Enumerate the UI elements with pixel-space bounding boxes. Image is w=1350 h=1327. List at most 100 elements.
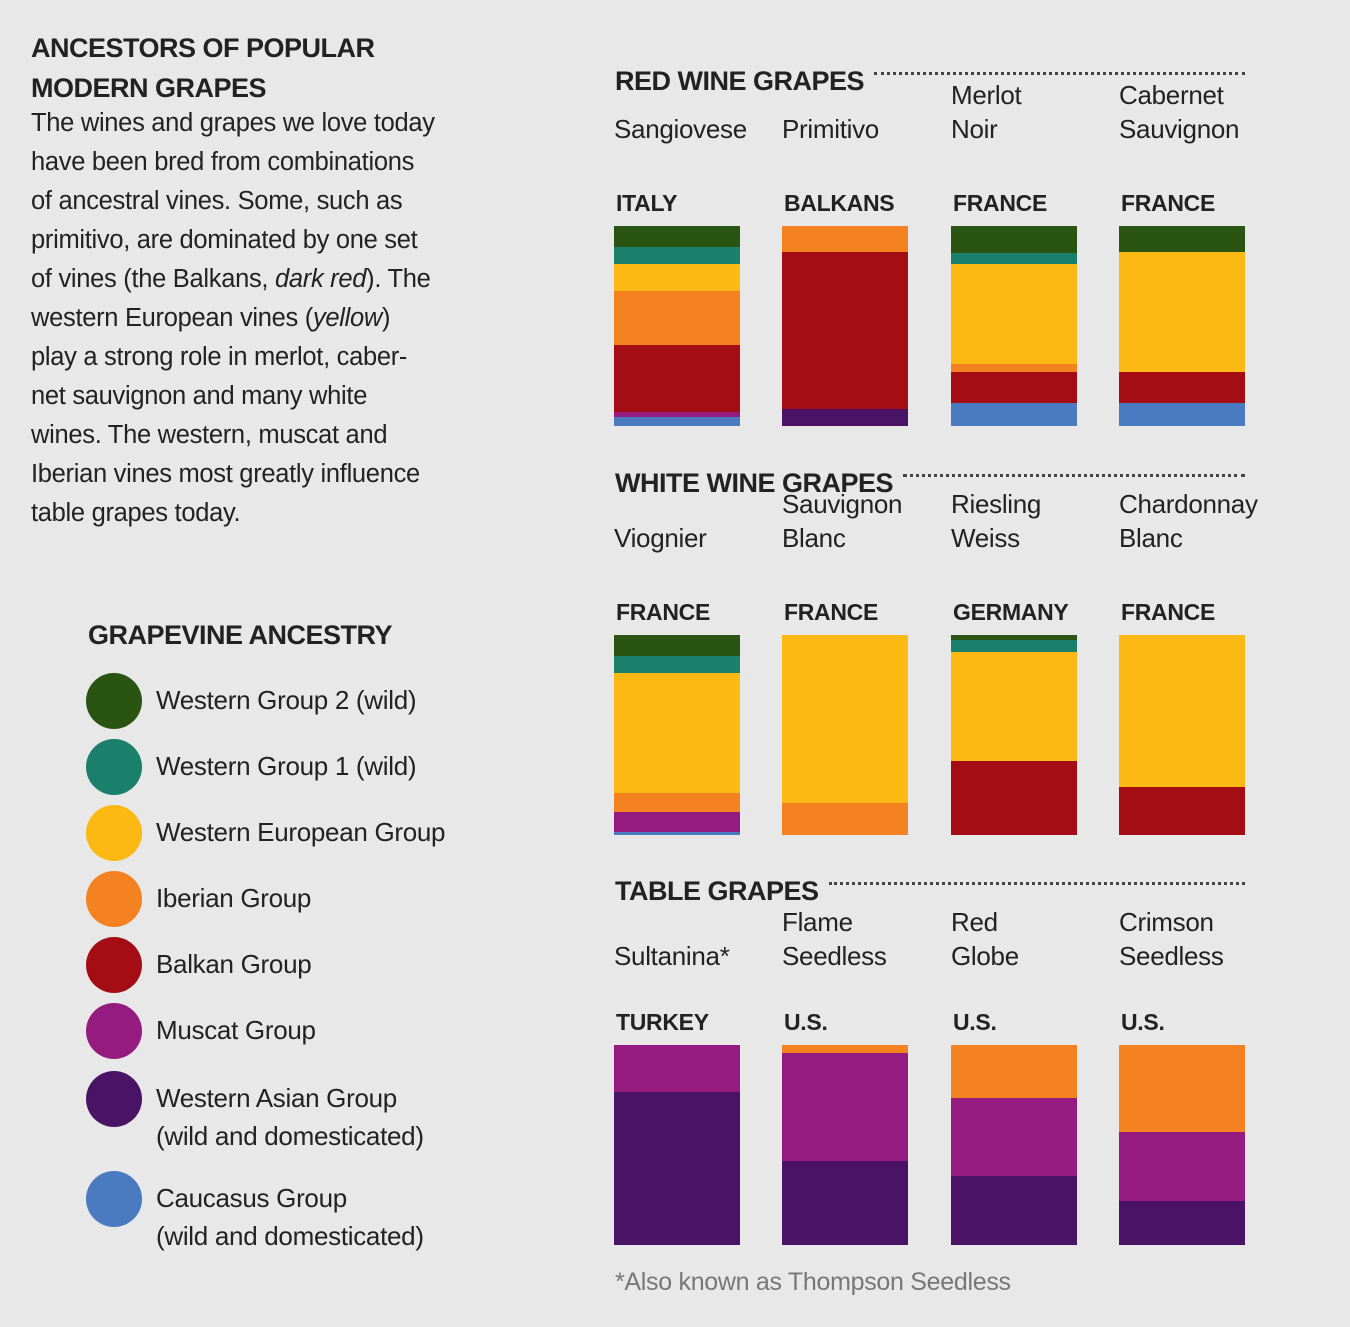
bar-segment-ib: [782, 1045, 908, 1053]
grape-name: Cabernet Sauvignon: [1119, 80, 1240, 144]
bar-segment-ib: [951, 364, 1077, 372]
stacked-bar: [614, 635, 740, 835]
bar-segment-wa: [1119, 1201, 1245, 1245]
legend-swatch: [86, 739, 142, 795]
legend-swatch: [86, 1003, 142, 1059]
legend-item-wg2: Western Group 2 (wild): [86, 673, 417, 729]
bar-segment-wa: [614, 1092, 740, 1245]
intro-line: The wines and grapes we love today: [31, 109, 435, 137]
bar-segment-ib: [1119, 1045, 1245, 1132]
legend-swatch: [86, 1071, 142, 1127]
grape-name: Sauvignon Blanc: [782, 489, 903, 553]
legend-label: Balkan Group: [156, 949, 312, 979]
legend-swatch: [86, 673, 142, 729]
bar-segment-wg1: [614, 247, 740, 264]
grape-name: Merlot Noir: [951, 80, 1022, 144]
intro-line: of ancestral vines. Some, such as: [31, 187, 403, 215]
bar-segment-we: [782, 635, 908, 803]
grape-country: U.S.: [784, 1009, 828, 1035]
grape-name: Red Globe: [951, 907, 1019, 971]
stacked-bar: [1119, 635, 1245, 835]
grape-name: Flame Seedless: [782, 907, 887, 971]
stacked-bar: [782, 1045, 908, 1245]
legend-label: Caucasus Group (wild and domesticated): [156, 1183, 424, 1251]
bar-segment-we: [1119, 252, 1245, 372]
bar-segment-wg2: [614, 226, 740, 247]
legend-label: Western Asian Group (wild and domesticate…: [156, 1083, 424, 1151]
dotted-rule: [903, 474, 1245, 477]
bar-segment-ib: [782, 226, 908, 252]
bar-segment-we: [951, 652, 1077, 761]
grape-country: FRANCE: [784, 599, 879, 625]
legend-label: Iberian Group: [156, 883, 312, 913]
bar-segment-we: [1119, 635, 1245, 787]
bar-segment-we: [614, 673, 740, 793]
bar-segment-wa: [782, 1161, 908, 1245]
stacked-bar: [1119, 1045, 1245, 1245]
bar-segment-mu: [782, 1053, 908, 1161]
legend-item-wg1: Western Group 1 (wild): [86, 739, 417, 795]
stacked-bar: [951, 635, 1077, 835]
bar-segment-ib: [951, 1045, 1077, 1098]
bar-segment-mu: [614, 1045, 740, 1092]
legend-label: Western Group 2 (wild): [156, 685, 417, 715]
stacked-bar: [782, 635, 908, 835]
stacked-bar: [951, 226, 1077, 426]
bar-segment-ba: [1119, 372, 1245, 403]
bar-segment-wg2: [614, 635, 740, 656]
bar-segment-ca: [1119, 403, 1245, 426]
stacked-bar: [614, 226, 740, 426]
grape-name: Primitivo: [782, 114, 879, 144]
legend-label: Western European Group: [156, 817, 446, 847]
legend-label: Western Group 1 (wild): [156, 751, 417, 781]
grape-country: GERMANY: [953, 599, 1069, 625]
bar-segment-wg1: [614, 656, 740, 673]
intro-line: table grapes today.: [31, 499, 241, 527]
stacked-bar: [782, 226, 908, 426]
bar-segment-mu: [614, 412, 740, 417]
bar-segment-ba: [951, 761, 1077, 835]
bar-segment-mu: [951, 1098, 1077, 1176]
grape-country: U.S.: [953, 1009, 997, 1035]
legend-item-ca: Caucasus Group (wild and domesticated): [86, 1171, 424, 1255]
bar-segment-wa: [782, 409, 908, 426]
intro-line: play a strong role in merlot, caber-: [31, 343, 408, 371]
bar-segment-we: [951, 264, 1077, 364]
page-title: ANCESTORS OF POPULAR MODERN GRAPES: [31, 33, 375, 103]
bar-segment-we: [614, 264, 740, 291]
bar-segment-wg2: [951, 226, 1077, 253]
grape-country: BALKANS: [784, 190, 895, 216]
grape-name: Chardonnay Blanc: [1119, 489, 1258, 553]
grape-country: ITALY: [616, 190, 678, 216]
intro-line: western European vines (yellow): [31, 304, 391, 332]
intro-line: Iberian vines most greatly influence: [31, 460, 420, 488]
bar-segment-ca: [614, 417, 740, 426]
legend-item-wa: Western Asian Group (wild and domesticate…: [86, 1071, 424, 1155]
bar-segment-ca: [951, 403, 1077, 426]
bar-segment-mu: [614, 812, 740, 832]
grape-name: Riesling Weiss: [951, 489, 1042, 553]
legend-swatch: [86, 1171, 142, 1227]
legend-label: Muscat Group: [156, 1015, 316, 1045]
intro-text: The wines and grapes we love today have b…: [31, 104, 491, 533]
grape-country: U.S.: [1121, 1009, 1165, 1035]
legend-item-we: Western European Group: [86, 805, 446, 861]
legend-item-ib: Iberian Group: [86, 871, 311, 927]
bar-segment-ba: [1119, 787, 1245, 835]
legend-swatch: [86, 805, 142, 861]
bar-segment-ba: [951, 372, 1077, 403]
stacked-bar: [1119, 226, 1245, 426]
legend-swatch: [86, 937, 142, 993]
bar-segment-wg1: [951, 640, 1077, 652]
footnote: *Also known as Thompson Seedless: [615, 1268, 1011, 1296]
legend-swatch: [86, 871, 142, 927]
bar-segment-ib: [614, 793, 740, 812]
legend-item-ba: Balkan Group: [86, 937, 312, 993]
intro-line: primitivo, are dominated by one set: [31, 226, 418, 254]
grape-country: FRANCE: [1121, 599, 1216, 625]
intro-line: of vines (the Balkans, dark red). The: [31, 265, 431, 293]
legend-item-mu: Muscat Group: [86, 1003, 316, 1059]
section-title: TABLE GRAPES: [615, 876, 1245, 907]
section-title: WHITE WINE GRAPES: [615, 468, 1245, 499]
bar-segment-wg2: [951, 635, 1077, 640]
